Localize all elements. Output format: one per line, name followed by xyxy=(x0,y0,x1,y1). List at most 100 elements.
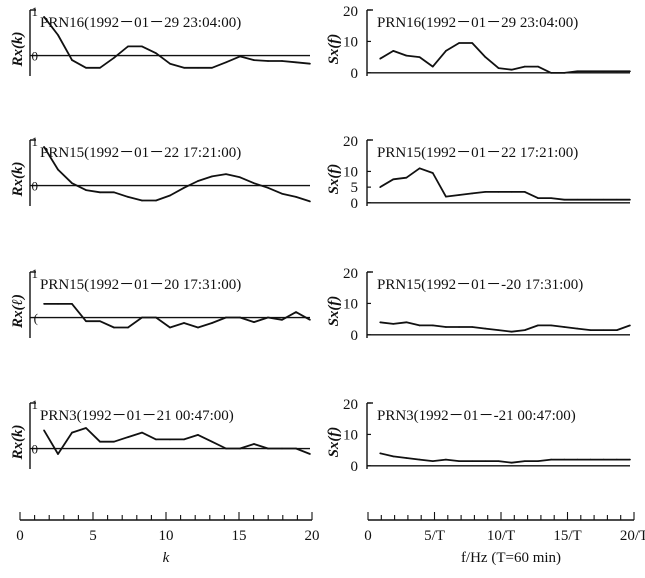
data-point xyxy=(405,176,408,179)
y-tick-label: 20 xyxy=(343,134,358,150)
data-point xyxy=(99,320,101,322)
data-point xyxy=(589,458,592,461)
data-point xyxy=(537,460,539,462)
data-point xyxy=(127,326,129,329)
data-point xyxy=(550,72,552,74)
data-point xyxy=(141,199,143,202)
y-tick-label: 0 xyxy=(32,179,39,194)
y-tick-label: 0 xyxy=(351,196,359,212)
data-point xyxy=(379,57,381,60)
data-point xyxy=(99,191,101,194)
data-point xyxy=(225,61,227,64)
data-point xyxy=(113,191,115,194)
data-point xyxy=(183,67,185,69)
bottom-axes-layer: 0 5 10 15 20 k 0 5/T 10/T 15/T 20/T f/Hz (T=60 min) xyxy=(16,512,645,566)
data-point xyxy=(458,460,460,462)
data-point xyxy=(445,195,447,198)
data-point xyxy=(127,196,129,198)
data-point xyxy=(295,196,297,198)
y-tick-label: ( xyxy=(34,311,38,326)
data-point xyxy=(309,200,311,203)
data-point xyxy=(253,182,255,185)
data-point xyxy=(155,52,157,55)
series-line xyxy=(44,302,311,329)
data-point xyxy=(309,318,311,321)
series-line xyxy=(43,146,311,203)
data-point xyxy=(405,321,408,324)
data-point xyxy=(484,460,487,462)
panel-title: PRN15(1992－01－22 17:21:00) xyxy=(377,145,578,161)
y-axis-label: Sx(f) xyxy=(326,164,342,195)
data-point xyxy=(85,189,87,191)
chart-panel-left-3: 1 (Rx(ℓ) PRN15(1992－01－20 17:31:00) xyxy=(10,266,311,338)
data-point xyxy=(524,329,526,331)
y-axis-label: Rx(k) xyxy=(10,32,26,68)
data-point xyxy=(211,440,213,443)
data-point xyxy=(71,431,73,434)
data-point xyxy=(197,434,199,436)
data-point xyxy=(267,316,269,319)
y-axis-label: Rx(k) xyxy=(10,162,26,198)
data-point xyxy=(43,303,45,305)
data-point xyxy=(524,65,526,68)
y-axis-label: Sx(f) xyxy=(326,296,342,327)
data-point xyxy=(563,72,566,74)
x-tick-label: 0 xyxy=(364,528,372,544)
y-tick-label: 1 xyxy=(32,397,39,412)
x-tick-label: 20 xyxy=(305,528,320,544)
data-point xyxy=(309,453,311,455)
series-line xyxy=(379,167,630,201)
y-tick-label: 1 xyxy=(32,4,39,19)
chart-panel-left-2: 1 0 Rx(k) PRN15(1992－01－22 17:21:00) xyxy=(10,134,311,206)
data-point xyxy=(211,175,213,178)
x-tick-label: 20/T xyxy=(620,528,645,544)
data-point xyxy=(169,438,171,441)
data-point xyxy=(392,323,395,325)
data-point xyxy=(141,45,143,48)
data-point xyxy=(57,453,59,455)
x-axis-label: k xyxy=(163,550,170,566)
data-point xyxy=(431,65,434,68)
data-point xyxy=(418,56,421,58)
y-tick-label: 0 xyxy=(351,328,359,344)
y-tick-label: 0 xyxy=(32,49,39,64)
data-point xyxy=(576,458,579,461)
data-point xyxy=(281,318,283,321)
data-point xyxy=(183,186,185,189)
data-point xyxy=(510,461,513,464)
data-point xyxy=(550,324,552,327)
data-point xyxy=(211,67,213,69)
chart-panel-left-4: 1 0 Rx(k) PRN3(1992－01－21 00:47:00) xyxy=(10,397,311,469)
data-point xyxy=(85,427,87,429)
data-point xyxy=(253,59,255,61)
data-point xyxy=(537,324,539,327)
panel-title: PRN16(1992－01－29 23:04:00) xyxy=(40,15,241,31)
panel-title: PRN15(1992－01－20 17:31:00) xyxy=(40,277,241,293)
data-point xyxy=(169,62,171,65)
data-point xyxy=(57,168,59,171)
data-point xyxy=(211,322,213,324)
data-point xyxy=(629,198,631,201)
chart-panel-right-3: 20 10 0 Sx(f) PRN15(1992－01－-20 17:31:00) xyxy=(326,266,631,344)
series-line xyxy=(43,16,311,69)
data-point xyxy=(155,438,157,441)
data-point xyxy=(239,447,241,450)
data-point xyxy=(616,458,618,461)
data-point xyxy=(379,186,381,188)
y-tick-label: 10 xyxy=(343,164,358,180)
data-point xyxy=(267,186,269,189)
y-tick-label: 20 xyxy=(343,397,358,413)
data-point xyxy=(537,65,539,68)
panel-title: PRN15(1992－01－22 17:21:00) xyxy=(40,145,241,161)
data-point xyxy=(458,326,460,328)
y-tick-label: 1 xyxy=(32,134,39,149)
data-point xyxy=(550,458,552,461)
data-point xyxy=(197,326,199,329)
series-line xyxy=(379,452,630,464)
data-point xyxy=(629,458,631,461)
data-point xyxy=(57,34,59,36)
data-point xyxy=(127,45,129,48)
y-tick-label: 1 xyxy=(32,266,39,281)
data-point xyxy=(550,197,552,199)
